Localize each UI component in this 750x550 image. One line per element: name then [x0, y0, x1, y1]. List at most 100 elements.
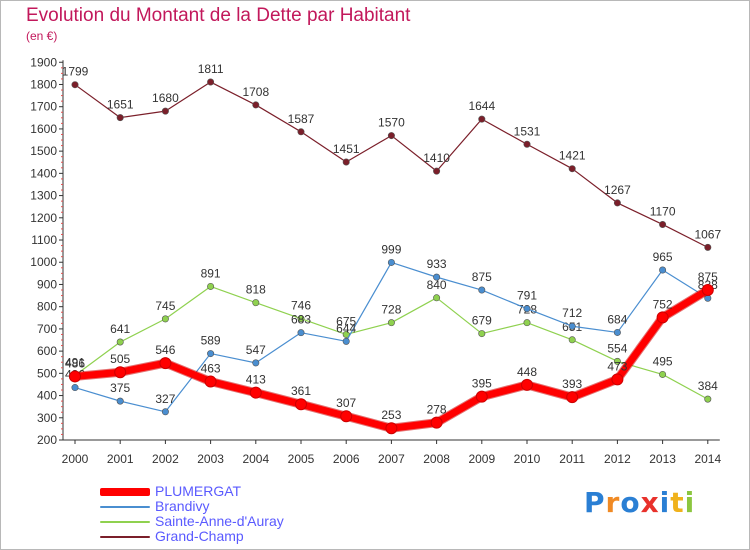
- data-label: 875: [698, 270, 718, 284]
- data-point: [613, 199, 621, 207]
- data-label: 547: [246, 343, 266, 357]
- data-point: [71, 384, 79, 392]
- data-point: [433, 294, 441, 302]
- data-point: [387, 132, 395, 140]
- y-tick-label: 400: [37, 389, 57, 403]
- series-line: [74, 81, 709, 248]
- data-label: 675: [336, 314, 356, 328]
- x-tick-label: 2009: [468, 452, 495, 466]
- y-tick-label: 300: [37, 411, 57, 425]
- y-tick-label: 700: [37, 322, 57, 336]
- data-label: 1680: [152, 91, 179, 105]
- y-tick-label: 800: [37, 300, 57, 314]
- data-point: [116, 114, 124, 122]
- data-label: 448: [517, 365, 537, 379]
- legend-swatch: [100, 506, 150, 508]
- y-tick-label: 1800: [30, 77, 57, 91]
- data-label: 840: [427, 278, 447, 292]
- data-label: 589: [201, 334, 221, 348]
- x-tick-label: 2005: [288, 452, 315, 466]
- data-label: 361: [291, 384, 311, 398]
- data-label: 546: [155, 343, 175, 357]
- data-point: [701, 284, 714, 297]
- legend-label: Brandivy: [155, 498, 210, 514]
- data-label: 1421: [559, 149, 586, 163]
- y-tick-label: 500: [37, 366, 57, 380]
- x-tick-label: 2008: [423, 452, 450, 466]
- data-point: [566, 391, 579, 404]
- data-label: 1170: [650, 204, 676, 218]
- data-point: [568, 322, 576, 330]
- data-point: [207, 78, 215, 86]
- data-point: [249, 386, 262, 399]
- data-point: [342, 330, 350, 338]
- data-point: [207, 282, 215, 290]
- data-point: [433, 167, 441, 175]
- data-point: [161, 408, 169, 416]
- data-label: 752: [653, 297, 673, 311]
- data-point: [161, 107, 169, 115]
- data-point: [297, 128, 305, 136]
- data-label: 1587: [288, 112, 315, 126]
- data-label: 1644: [468, 99, 495, 113]
- legend-label: Grand-Champ: [155, 528, 244, 544]
- data-point: [71, 81, 79, 89]
- data-label: 933: [427, 257, 447, 271]
- y-tick-label: 200: [37, 433, 57, 447]
- data-label: 712: [562, 306, 582, 320]
- data-point: [342, 337, 350, 345]
- data-label: 999: [381, 242, 401, 256]
- data-label: 1451: [333, 142, 360, 156]
- data-point: [252, 101, 260, 109]
- data-point: [478, 330, 486, 338]
- data-point: [523, 305, 531, 313]
- legend-item: Grand-Champ: [100, 528, 360, 544]
- data-label: 644: [336, 321, 356, 335]
- legend-swatch: [100, 521, 150, 523]
- data-point: [659, 370, 667, 378]
- data-point: [430, 416, 443, 429]
- x-tick-label: 2013: [649, 452, 676, 466]
- data-point: [613, 328, 621, 336]
- chart-title: Evolution du Montant de la Dette par Hab…: [26, 5, 411, 26]
- data-point: [116, 338, 124, 346]
- data-point: [161, 315, 169, 323]
- chart-subtitle: (en €): [26, 29, 58, 43]
- data-point: [387, 258, 395, 266]
- data-label: 1799: [62, 65, 89, 79]
- data-point: [159, 357, 172, 370]
- data-point: [611, 373, 624, 386]
- data-label: 641: [110, 322, 130, 336]
- data-label: 1651: [107, 98, 134, 112]
- data-label: 253: [381, 408, 401, 422]
- legend-label: Sainte-Anne-d'Auray: [155, 513, 284, 529]
- data-label: 1708: [242, 85, 269, 99]
- data-point: [433, 273, 441, 281]
- data-point: [659, 220, 667, 228]
- chart-legend: PLUMERGAT Brandivy Sainte-Anne-d'Auray Gran…: [100, 483, 360, 544]
- data-label: 393: [562, 377, 582, 391]
- data-label: 307: [336, 396, 356, 410]
- data-point: [387, 319, 395, 327]
- data-label: 384: [698, 379, 718, 393]
- data-label: 1267: [604, 183, 631, 197]
- proxiti-logo: Proxiti: [584, 486, 696, 519]
- data-point: [475, 390, 488, 403]
- data-point: [659, 266, 667, 274]
- legend-swatch: [100, 488, 150, 496]
- data-label: 495: [653, 354, 673, 368]
- data-point: [252, 299, 260, 307]
- legend-item: PLUMERGAT: [100, 483, 360, 499]
- data-label: 791: [517, 289, 537, 303]
- y-tick-label: 1000: [30, 255, 57, 269]
- data-label: 875: [472, 270, 492, 284]
- data-label: 746: [291, 299, 311, 313]
- data-point: [521, 378, 533, 391]
- data-point: [523, 140, 531, 148]
- y-tick-label: 900: [37, 277, 57, 291]
- y-tick-label: 1700: [30, 100, 57, 114]
- y-tick-label: 1600: [30, 122, 57, 136]
- data-point: [568, 336, 576, 344]
- data-label: 965: [653, 250, 673, 264]
